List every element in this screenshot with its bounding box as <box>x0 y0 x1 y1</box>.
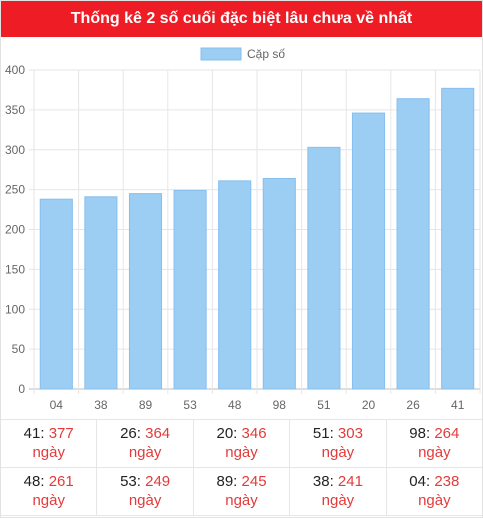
stat-value: 377 <box>48 425 74 442</box>
y-tick-label: 400 <box>5 63 25 77</box>
bar <box>396 98 430 390</box>
stat-number: 98: <box>409 425 435 442</box>
bar <box>307 146 341 390</box>
stat-cell: 38: 241 ngày <box>290 468 387 515</box>
stats-row: 41: 377 ngày 26: 364 ngày 20: 346 ngày 51: 303… <box>1 419 482 468</box>
stat-value: 264 <box>434 425 460 442</box>
bar-chart-svg: 0 50 100 150 200 250 300 350 400 04 38 89 53 48 98 51 20… <box>5 47 481 412</box>
stat-cell: 26: 364 ngày <box>97 420 194 467</box>
bar <box>218 180 252 390</box>
bar-chart: 0 50 100 150 200 250 300 350 400 04 38 89 53 48 98 51 20… <box>1 37 482 418</box>
legend-swatch <box>200 47 242 61</box>
stat-number: 53: <box>120 473 146 490</box>
stat-unit: ngày <box>225 492 258 509</box>
stat-unit: ngày <box>32 492 65 509</box>
stat-value: 241 <box>337 473 363 490</box>
x-tick-label: 04 <box>50 398 64 412</box>
stat-number: 41: <box>23 425 49 442</box>
y-tick-label: 350 <box>5 103 25 117</box>
stat-value: 249 <box>145 473 171 490</box>
y-tick-label: 100 <box>5 302 25 316</box>
stats-table: 41: 377 ngày 26: 364 ngày 20: 346 ngày 51: 303… <box>1 419 482 516</box>
stat-number: 51: <box>312 425 338 442</box>
stat-cell: 98: 264 ngày <box>387 420 482 467</box>
bar <box>262 177 296 390</box>
x-tick-label: 41 <box>451 398 465 412</box>
stat-number: 26: <box>120 425 146 442</box>
stat-cell: 20: 346 ngày <box>194 420 291 467</box>
stat-value: 261 <box>48 473 74 490</box>
y-tick-label: 300 <box>5 143 25 157</box>
x-tick-label: 51 <box>317 398 331 412</box>
x-tick-label: 89 <box>139 398 153 412</box>
y-tick-label: 200 <box>5 223 25 237</box>
x-tick-label: 48 <box>228 398 242 412</box>
x-tick-label: 20 <box>362 398 376 412</box>
stat-value: 346 <box>241 425 267 442</box>
bar <box>39 198 73 390</box>
y-tick-label: 50 <box>12 342 26 356</box>
bar <box>351 112 386 390</box>
stat-value: 303 <box>337 425 363 442</box>
stats-row: 48: 261 ngày 53: 249 ngày 89: 245 ngày 38: 241… <box>1 468 482 516</box>
page-title: Thống kê 2 số cuối đặc biệt lâu chưa về … <box>1 1 482 37</box>
stat-value: 238 <box>434 473 460 490</box>
bar <box>173 189 207 390</box>
stat-unit: ngày <box>321 492 355 509</box>
stat-unit: ngày <box>225 444 258 461</box>
stat-cell: 89: 245 ngày <box>194 468 291 515</box>
x-tick-label: 98 <box>273 398 287 412</box>
stat-number: 20: <box>216 425 242 442</box>
stat-number: 38: <box>312 473 338 490</box>
stat-unit: ngày <box>32 444 65 461</box>
stat-cell: 48: 261 ngày <box>1 468 98 515</box>
y-tick-label: 250 <box>5 183 25 197</box>
x-tick-label: 26 <box>406 398 420 412</box>
legend-label: Cặp số <box>247 47 285 61</box>
stat-cell: 41: 377 ngày <box>1 420 98 467</box>
y-tick-label: 0 <box>18 382 25 396</box>
stat-unit: ngày <box>321 444 355 461</box>
stat-value: 245 <box>241 473 267 490</box>
bar <box>441 87 475 390</box>
stat-unit: ngày <box>128 492 162 509</box>
stat-unit: ngày <box>418 492 451 509</box>
stat-unit: ngày <box>128 444 162 461</box>
bar <box>84 196 118 390</box>
bar <box>128 193 163 390</box>
stat-number: 89: <box>216 473 242 490</box>
stat-value: 364 <box>145 425 171 442</box>
stat-unit: ngày <box>418 444 451 461</box>
stat-cell: 53: 249 ngày <box>97 468 194 515</box>
x-tick-label: 53 <box>183 398 197 412</box>
stat-cell: 51: 303 ngày <box>290 420 387 467</box>
stat-cell: 04: 238 ngày <box>387 468 482 515</box>
y-tick-label: 150 <box>5 262 25 276</box>
x-tick-label: 38 <box>94 398 108 412</box>
stat-number: 48: <box>23 473 49 490</box>
stat-number: 04: <box>409 473 435 490</box>
